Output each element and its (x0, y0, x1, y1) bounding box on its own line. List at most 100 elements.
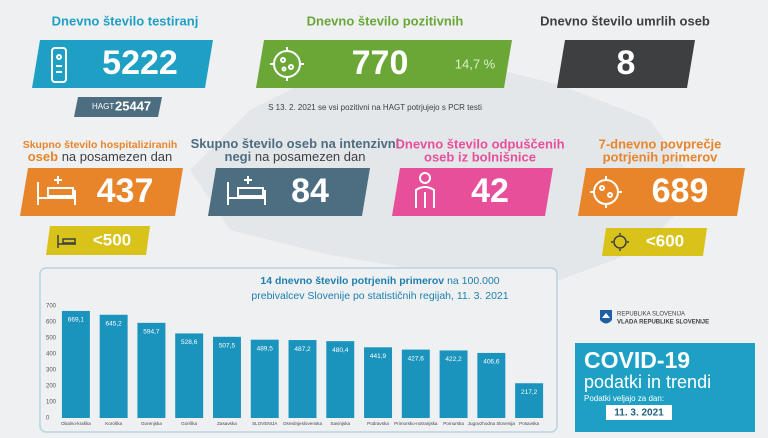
y-tick-label: 200 (46, 384, 57, 390)
value-label: 669,1 (68, 317, 85, 324)
title-line: Skupno število hospitaliziranih (23, 139, 178, 151)
value-label: 217,2 (521, 389, 538, 396)
footer-date-label: Podatki veljajo za dan: (584, 394, 664, 403)
value-label: 427,6 (408, 355, 425, 362)
tile-value: 84 (291, 172, 329, 210)
date-box (606, 405, 672, 420)
x-tick-label: Gorenjska (141, 421, 162, 426)
chart-title-bold: 14 dnevno število potrjenih primerov (260, 275, 444, 287)
value-label: 489,5 (257, 345, 274, 352)
x-tick-label: Goriška (181, 421, 197, 426)
bar (288, 340, 317, 418)
bed-icon (227, 176, 266, 205)
tile-value: 770 (352, 44, 409, 82)
tile-share: 14,7 % (455, 56, 496, 71)
tile-value: 437 (97, 172, 154, 210)
bar (99, 314, 128, 418)
value-label: 528,6 (181, 339, 198, 346)
tile (578, 168, 745, 216)
x-tick-label: Koroška (105, 421, 122, 426)
y-tick-label: 500 (46, 336, 57, 342)
x-tick-label: Primorsko-notranjska (394, 421, 438, 426)
chart-subtitle: prebivalcev Slovenije po statističnih re… (251, 290, 508, 302)
x-tick-label: Savinjska (330, 421, 350, 426)
tile-title: Dnevno število pozitivnih (307, 13, 464, 28)
bar (137, 322, 166, 418)
test-icon (51, 47, 67, 83)
value-label: 441,9 (370, 353, 387, 360)
tile (32, 40, 213, 88)
value-label: 480,4 (332, 347, 349, 354)
tile-title: oseb iz bolnišnice (424, 149, 536, 164)
value-label: 507,5 (219, 343, 236, 350)
y-tick-label: 400 (46, 352, 57, 358)
chart-subtitle: na 100.000 (447, 275, 500, 287)
footer-title: COVID-19 (584, 347, 690, 373)
y-tick-label: 700 (46, 304, 57, 310)
hagt-tile (74, 97, 162, 117)
note: S 13. 2. 2021 se vsi pozitivni na HAGT p… (268, 103, 482, 112)
x-tick-label: Posavska (519, 421, 539, 426)
virus-icon (611, 233, 629, 251)
tile-title: Dnevno število odpuščenih (395, 136, 564, 151)
y-tick-label: 600 (46, 320, 57, 326)
bar (250, 339, 279, 418)
title-sub: na posamezen dan (255, 149, 366, 164)
y-tick-label: 300 (46, 368, 57, 374)
bar (61, 310, 90, 418)
threshold-tile (602, 228, 707, 256)
tile-title: potrjenih primerov (603, 149, 719, 164)
tile-value: 689 (652, 172, 709, 210)
x-tick-label: Obalno-kraška (61, 421, 91, 426)
title-sub: na posamezen dan (62, 149, 173, 164)
tile (392, 168, 553, 216)
footer-date: 11. 3. 2021 (614, 408, 664, 419)
x-tick-label: Osrednjeslovenska (283, 421, 323, 426)
bed-icon (37, 176, 76, 205)
tile-title: Dnevno število umrlih oseb (540, 13, 710, 28)
chart-title: 14 dnevno število potrjenih primerov na … (260, 275, 499, 287)
hagt-label: HAGT (92, 102, 114, 111)
person-icon (415, 172, 435, 208)
y-tick-label: 0 (46, 416, 50, 422)
tile-title: negi na posamezen dan (225, 149, 366, 164)
bar (401, 349, 430, 418)
title-line: negi (225, 149, 252, 164)
bed-icon (57, 235, 76, 248)
tile-title: Skupno število hospitaliziranih (23, 139, 178, 151)
value-label: 422,2 (445, 356, 462, 363)
x-tick-label: Pomurska (443, 421, 464, 426)
threshold-tile (46, 226, 150, 255)
x-tick-label: Podravska (367, 421, 389, 426)
value-label: 406,6 (483, 359, 500, 366)
bar (439, 350, 468, 418)
logo-line: REPUBLIKA SLOVENIJA (617, 312, 685, 318)
hagt-value: 25447 (115, 98, 151, 113)
tile (256, 40, 512, 88)
tile-value: 42 (471, 172, 509, 210)
bar (477, 352, 506, 418)
bar (326, 341, 355, 418)
bar (175, 333, 204, 418)
tile-title: Skupno število oseb na intenzivni (191, 136, 400, 151)
tile-title: oseb na posamezen dan (28, 149, 173, 164)
threshold: <500 (93, 230, 131, 249)
value-label: 594,7 (143, 329, 160, 336)
footer-subtitle: podatki in trendi (584, 372, 711, 392)
tile-title: Dnevno število testiranj (52, 13, 199, 28)
x-tick-label: Zasavska (217, 421, 237, 426)
threshold: <600 (646, 231, 684, 250)
bar (364, 347, 393, 418)
logo-line: VLADA REPUBLIKE SLOVENIJE (617, 320, 709, 326)
logo (600, 310, 612, 324)
bar (515, 383, 544, 418)
tile (557, 40, 695, 88)
y-tick-label: 100 (46, 400, 57, 406)
x-tick-label: Jugovzhodna Slovenija (468, 421, 516, 426)
value-label: 487,2 (294, 346, 311, 353)
bar (212, 336, 241, 418)
title-line: Skupno število oseb na intenzivni (191, 136, 400, 151)
tile-value: 5222 (102, 44, 178, 82)
tile-title: 7-dnevno povprečje (599, 136, 722, 151)
